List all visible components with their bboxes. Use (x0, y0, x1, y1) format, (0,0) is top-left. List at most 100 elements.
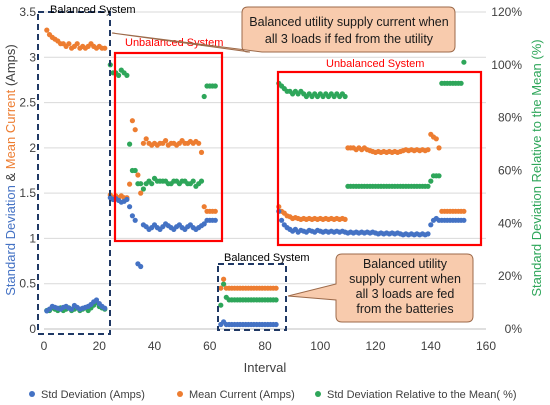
x-tick-label: 100 (310, 339, 330, 353)
relative-std-point (124, 72, 130, 78)
relative-std-point (273, 297, 279, 303)
mean-current-point (218, 285, 224, 291)
relative-std-point (461, 59, 467, 65)
mean-current-point (129, 118, 135, 124)
relative-std-point (342, 93, 348, 100)
unbalanced-box-left (113, 51, 224, 243)
relative-std-point (458, 80, 464, 86)
x-tick-label: 60 (203, 339, 217, 353)
callout-top-line1: Balanced utility supply current when (249, 15, 448, 29)
relative-std-point (127, 141, 133, 147)
x-tick-label: 40 (148, 339, 162, 353)
std-dev-point (273, 321, 279, 328)
mean-current-point (196, 140, 202, 146)
legend: Std Deviation (Amps) Mean Current (Amps)… (29, 389, 517, 401)
y-left-tick-label: 3.5 (19, 5, 36, 19)
x-tick-label: 160 (476, 339, 496, 353)
callout-bottom-line4: from the batteries (356, 302, 453, 316)
mean-current-point (273, 285, 279, 291)
mean-current-point (163, 138, 169, 144)
y-right-tick-label: 20% (498, 269, 522, 283)
mean-current-point (44, 27, 50, 33)
y-right-tick-label: 120% (491, 5, 522, 19)
std-dev-point (124, 196, 130, 203)
std-dev-point (138, 263, 144, 270)
std-dev-point (428, 222, 434, 228)
unbalanced-label-right: Unbalanced System (326, 58, 424, 70)
balanced-label-top: Balanced System (50, 4, 136, 16)
x-tick-label: 20 (93, 339, 107, 353)
std-dev-point (461, 217, 467, 223)
mean-current-point (436, 145, 442, 151)
y-right-tick-label: 80% (498, 111, 522, 125)
unbalanced-label-left: Unbalanced System (125, 37, 223, 49)
mean-current-point (102, 45, 108, 51)
relative-std-point (428, 178, 434, 184)
mean-current-point (140, 140, 146, 146)
y-left-tick-labels: 0 0.5 1 1.5 2 2.5 3 3.5 (19, 5, 36, 336)
relative-std-point (116, 72, 122, 78)
y-left-tick-label: 3 (29, 50, 36, 64)
legend-label-std: Std Deviation (Amps) (41, 389, 145, 401)
legend-marker-rel (315, 391, 321, 397)
x-tick-label: 80 (258, 339, 272, 353)
callout-bottom: Balanced utility supply current when all… (287, 253, 474, 323)
balanced-box-left (37, 11, 111, 335)
unbalanced-box-right (276, 70, 483, 247)
mean-current-point (135, 172, 141, 178)
mean-current-point (425, 147, 431, 153)
relative-std-point (198, 178, 205, 184)
mean-current-point (74, 41, 80, 47)
legend-label-mean: Mean Current (Amps) (189, 389, 295, 401)
relative-std-point (140, 186, 146, 192)
std-dev-point (102, 305, 108, 311)
y-left-tick-label: 2 (29, 141, 36, 155)
mean-current-point (461, 208, 467, 214)
callout-bottom-line2: supply current when (349, 272, 461, 286)
y-right-tick-label: 40% (498, 216, 522, 230)
data-points (44, 27, 467, 328)
y-left-title-part-mean: Mean Current (3, 89, 18, 169)
std-dev-point (93, 297, 100, 303)
relative-std-point (218, 302, 224, 308)
relative-std-point (221, 281, 227, 287)
callout-top-line2: all 3 loads if fed from the utility (265, 32, 434, 46)
x-tick-label: 120 (365, 339, 385, 353)
std-dev-point (425, 231, 431, 237)
mean-current-point (198, 149, 205, 155)
mean-current-point (143, 136, 149, 142)
callout-bottom-line3: all 3 loads are fed (356, 287, 455, 301)
mean-current-point (127, 181, 133, 187)
legend-marker-mean (177, 391, 183, 397)
std-dev-point (201, 221, 207, 227)
relative-std-point (436, 173, 442, 179)
std-dev-point (279, 217, 285, 223)
legend-label-rel: Std Deviation Relative to the Mean( %) (327, 389, 517, 401)
y-left-tick-label: 0 (29, 322, 36, 336)
x-tick-label: 0 (41, 339, 48, 353)
horizontal-gridlines (44, 11, 486, 285)
callout-bottom-shape (287, 253, 474, 323)
mean-current-point (201, 204, 207, 210)
y-left-axis-title: Standard Deviation & Mean Current (Amps) (3, 44, 18, 295)
mean-current-point (433, 136, 439, 142)
y-right-tick-label: 0% (505, 322, 523, 336)
x-tick-label: 140 (421, 339, 441, 353)
y-right-tick-label: 100% (491, 58, 522, 72)
legend-marker-std (29, 391, 35, 397)
mean-current-point (221, 276, 227, 282)
y-left-title-part-std: Standard Deviation (3, 185, 18, 296)
y-right-tick-labels: 0% 20% 40% 60% 80% 100% 120% (491, 5, 522, 336)
std-dev-point (69, 306, 75, 312)
x-tick-labels: 0 20 40 60 80 100 120 140 160 (41, 339, 497, 353)
relative-std-point (132, 167, 138, 174)
mean-current-point (66, 41, 72, 47)
y-right-tick-label: 60% (498, 164, 522, 178)
mean-current-point (342, 216, 348, 222)
y-left-title-part-amp: & (3, 169, 18, 185)
std-dev-point (212, 217, 218, 223)
y-left-tick-label: 0.5 (19, 277, 36, 291)
relative-std-point (425, 183, 431, 189)
relative-std-point (138, 181, 144, 187)
